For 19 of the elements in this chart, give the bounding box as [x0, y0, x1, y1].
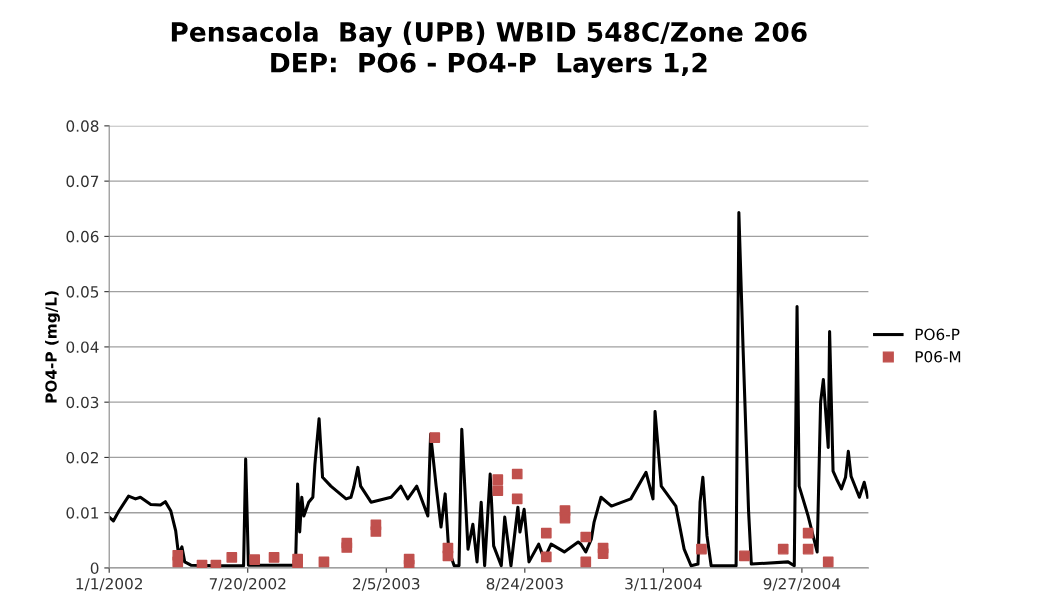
y-tick-label: 0.03 — [66, 396, 99, 409]
x-tick-label: 8/24/2003 — [486, 577, 563, 591]
x-tick-label: 9/27/2004 — [763, 577, 841, 591]
y-tick-label: 0.04 — [66, 341, 99, 353]
y-tick-label: 0.06 — [66, 230, 99, 243]
y-tick-label: 0.07 — [66, 175, 99, 188]
x-tick-label: 2/5/2003 — [353, 577, 420, 591]
y-tick-label: 0.05 — [66, 286, 99, 298]
y-tick-label: 0.02 — [66, 451, 98, 464]
y-tick-label: 0 — [90, 562, 99, 574]
x-tick-label: 3/11/2004 — [625, 577, 702, 591]
chart-title: Pensacola Bay (UPB) WBID 548C/Zone 206 DEP: PO6 - PO4-P Layers 1,2 — [171, 21, 807, 78]
legend-label: PO6-P — [915, 328, 960, 341]
y-tick-label: 0.01 — [66, 507, 99, 519]
y-tick-label: 0.08 — [66, 120, 99, 132]
x-tick-label: 1/1/2002 — [76, 577, 142, 591]
y-axis-title: PO4-P (mg/L) — [45, 291, 60, 403]
legend-label: P06-M — [915, 351, 961, 363]
x-tick-label: 7/20/2002 — [209, 577, 286, 591]
